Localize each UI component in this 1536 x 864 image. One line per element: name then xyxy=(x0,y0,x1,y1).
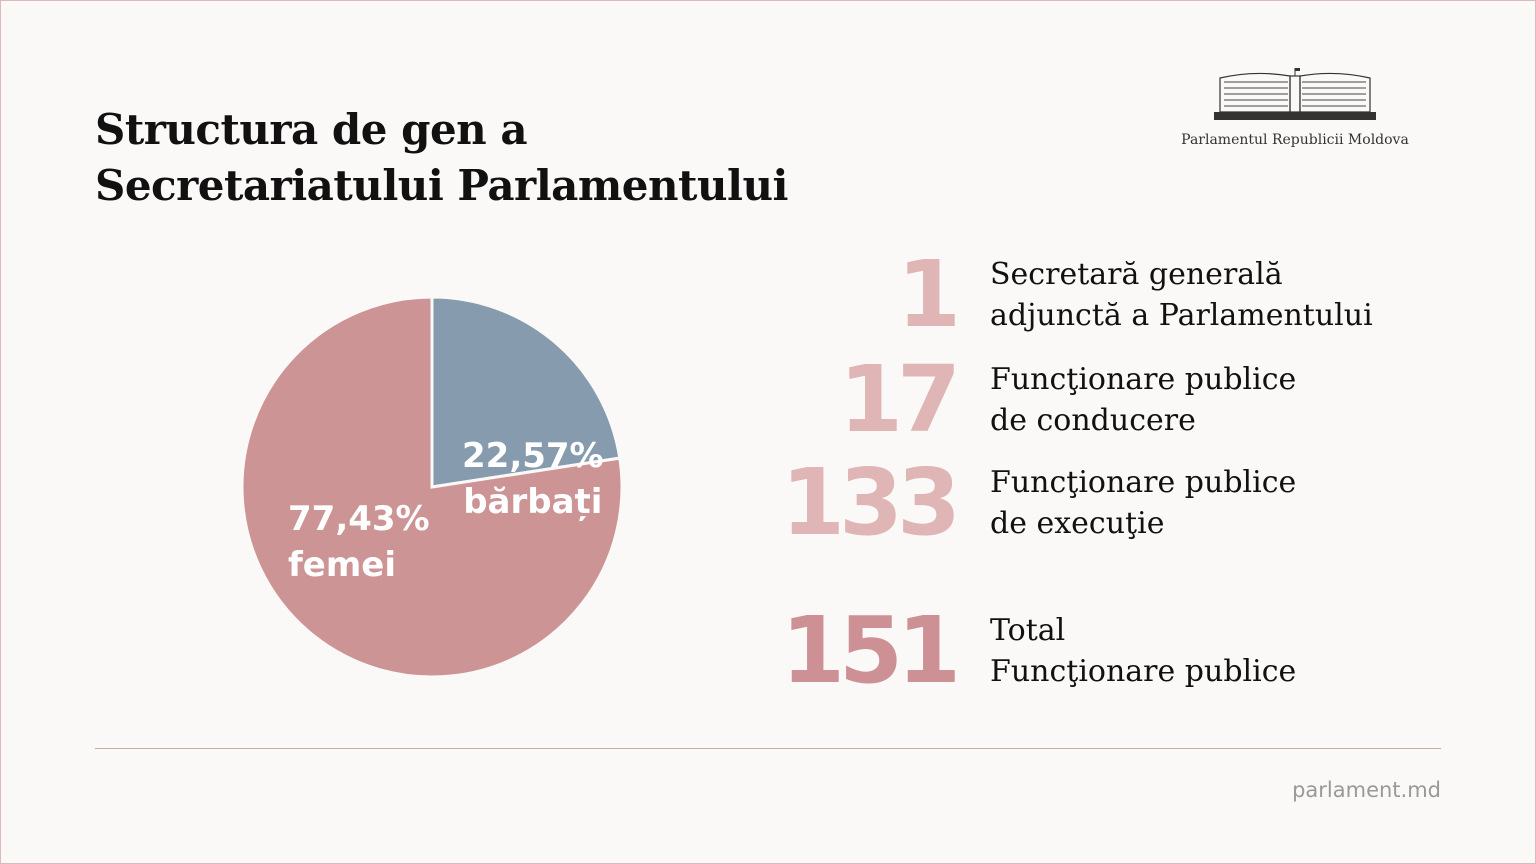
pie-slice-women xyxy=(240,295,624,679)
pie-slice-men xyxy=(430,295,622,489)
stat-number: 1 xyxy=(896,241,961,348)
title-line-1: Structura de gen a xyxy=(95,105,528,154)
stat-description: Funcţionare publice de conducere xyxy=(990,362,1297,438)
stat-description: Total Funcţionare publice xyxy=(990,613,1297,689)
stat-leadership: 17 Funcţionare publice de conducere xyxy=(790,346,1440,453)
stat-secretary: 1 Secretară generală adjunctă a Parlament… xyxy=(790,241,1440,348)
pie-category-women: femei xyxy=(288,545,396,585)
pie-label-men: 22,57% bărbați xyxy=(462,433,604,525)
divider xyxy=(95,748,1441,749)
stat-total: 151 Total Funcţionare publice xyxy=(781,605,1440,697)
footer-link[interactable]: parlament.md xyxy=(1292,778,1441,802)
parliament-building-icon xyxy=(1214,68,1376,120)
title-line-2: Secretariatului Parlamentului xyxy=(95,161,788,210)
stat-execution: 133 Funcţionare publice de execuţie xyxy=(781,457,1440,549)
stat-description: Secretară generală adjunctă a Parlamentul… xyxy=(990,257,1373,333)
pie-chart xyxy=(240,295,624,679)
pie-value-men: 22,57% xyxy=(462,436,604,476)
logo-text: Parlamentul Republicii Moldova xyxy=(1181,132,1409,148)
stat-number: 133 xyxy=(780,449,961,556)
pie-value-women: 77,43% xyxy=(288,499,430,539)
stat-number-total: 151 xyxy=(780,597,961,704)
pie-label-women: 77,43% femei xyxy=(288,496,430,588)
logo: Parlamentul Republicii Moldova xyxy=(1170,66,1420,148)
pie-category-men: bărbați xyxy=(463,482,603,522)
page-title: Structura de gen a Secretariatului Parla… xyxy=(95,102,788,214)
stat-description: Funcţionare publice de execuţie xyxy=(990,465,1297,541)
stat-number: 17 xyxy=(838,346,961,453)
